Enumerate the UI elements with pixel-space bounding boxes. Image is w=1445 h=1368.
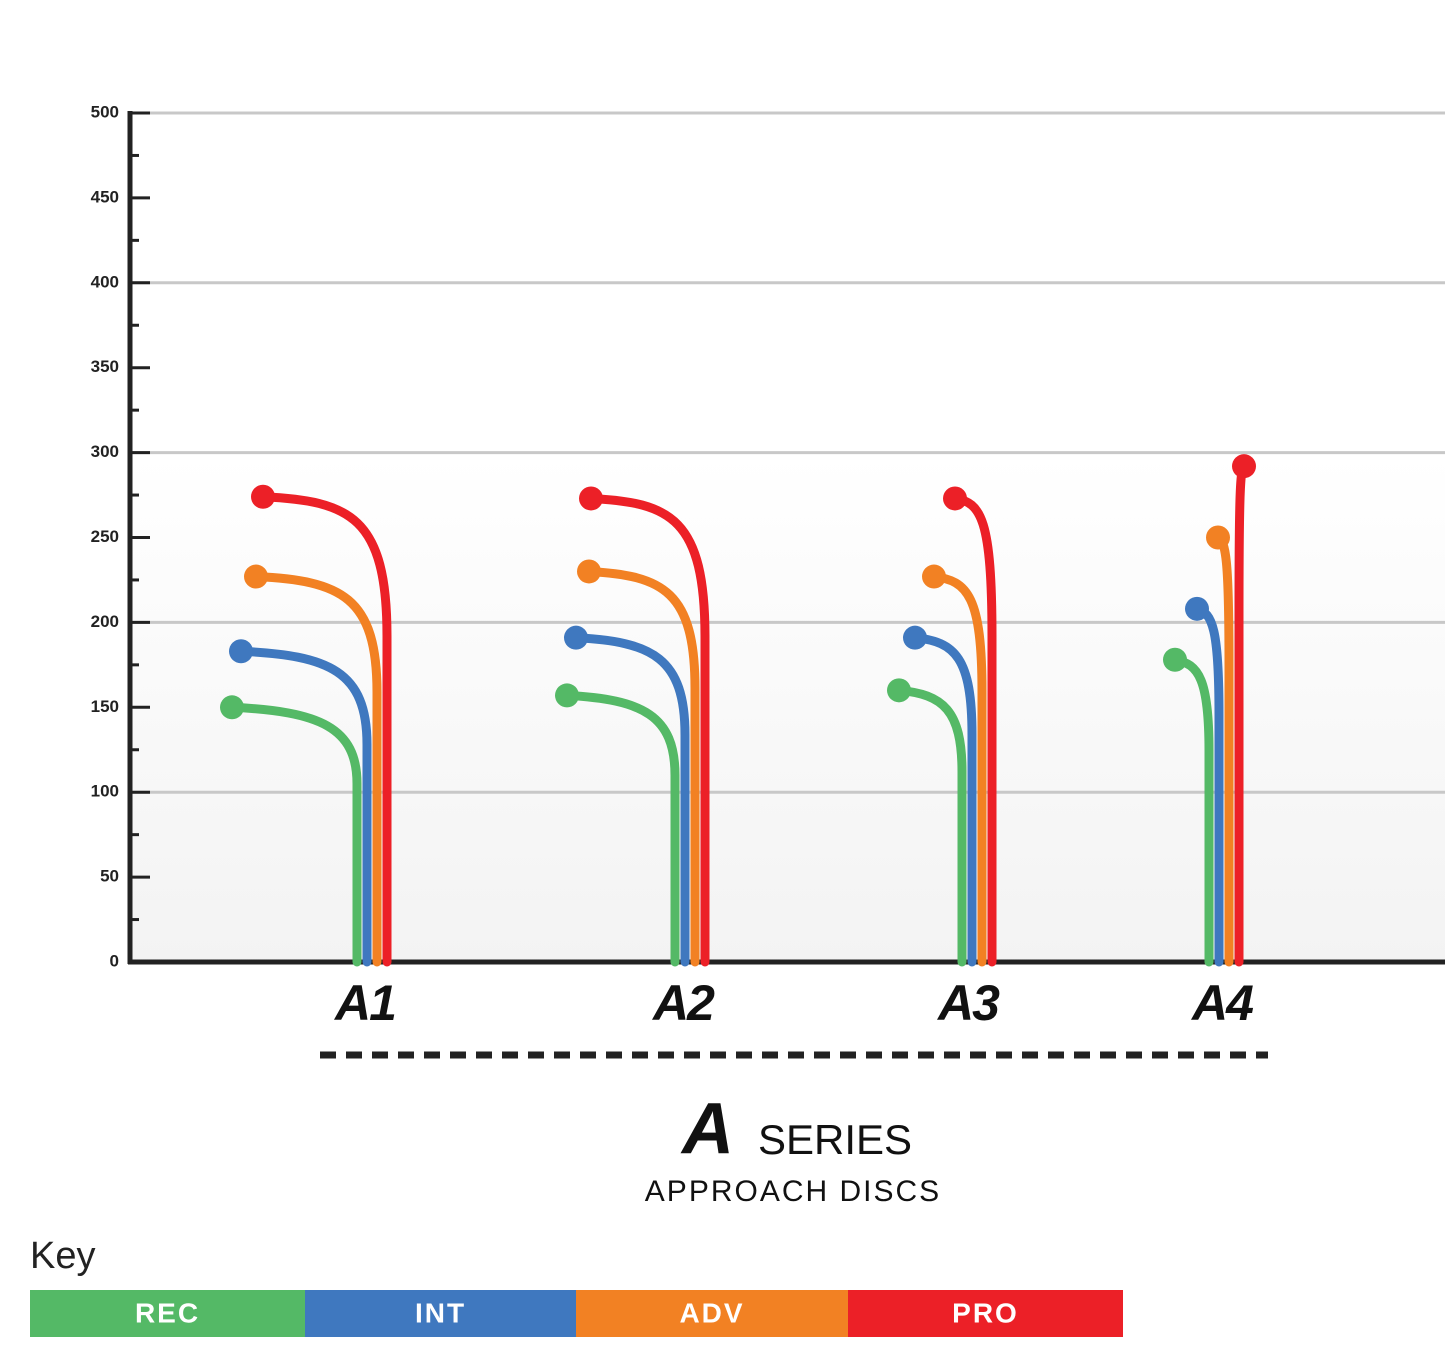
- end-point: [1206, 525, 1230, 550]
- plot-shade: [130, 454, 1445, 962]
- y-tick-label: 300: [91, 442, 119, 461]
- end-point: [579, 486, 603, 511]
- end-point: [251, 484, 275, 509]
- flight-path: [584, 566, 700, 967]
- end-point: [922, 564, 946, 589]
- logo-letter: A: [680, 1089, 734, 1169]
- flight-path: [910, 633, 977, 967]
- legend-label: INT: [415, 1297, 466, 1328]
- end-point: [903, 625, 927, 650]
- flight-path: [562, 690, 680, 967]
- end-point: [220, 695, 244, 720]
- flight-path: [1234, 461, 1249, 967]
- end-point: [244, 564, 268, 589]
- chart-subtitle: APPROACH DISCS: [645, 1175, 941, 1208]
- legend-swatch: [305, 1290, 576, 1337]
- y-tick-label: 150: [91, 697, 119, 716]
- legend-title: Key: [30, 1235, 95, 1277]
- flight-path: [586, 493, 710, 967]
- flight-path: [929, 572, 987, 967]
- end-point: [943, 486, 967, 511]
- end-point: [1185, 596, 1209, 621]
- legend-label: ADV: [679, 1297, 744, 1328]
- x-tick-label: A3: [936, 975, 1000, 1031]
- y-tick-label: 450: [91, 187, 119, 206]
- flight-path: [227, 702, 362, 967]
- end-point: [1232, 454, 1256, 479]
- end-point: [577, 559, 601, 584]
- y-tick-label: 500: [91, 102, 119, 121]
- x-tick-label: A1: [333, 975, 395, 1031]
- flight-path: [236, 646, 372, 967]
- legend-swatch: [576, 1290, 848, 1337]
- legend-label: REC: [135, 1297, 200, 1328]
- y-tick-label: 50: [100, 867, 119, 886]
- end-point: [564, 625, 588, 650]
- legend-label: PRO: [952, 1297, 1019, 1328]
- legend-swatch: [30, 1290, 305, 1337]
- chart-title: SERIES: [758, 1116, 912, 1163]
- plot: 0 50 100 150 200 250 300 350 400 450 500 A1 A2 A3 A4: [91, 102, 1445, 1031]
- end-point: [1163, 647, 1187, 672]
- y-tick-label: 0: [110, 951, 119, 970]
- y-tick-label: 100: [91, 782, 119, 801]
- end-point: [887, 678, 911, 703]
- y-tick-label: 200: [91, 612, 119, 631]
- flight-path: [251, 572, 382, 967]
- legend-swatch: [848, 1290, 1123, 1337]
- flight-path: [571, 633, 690, 967]
- end-point: [229, 639, 253, 664]
- end-point: [555, 683, 579, 708]
- x-tick-label: A2: [651, 975, 715, 1031]
- y-tick-label: 350: [91, 357, 119, 376]
- flight-path: [258, 492, 392, 967]
- y-tick-label: 250: [91, 527, 119, 546]
- x-tick-label: A4: [1190, 975, 1253, 1031]
- flight-path: [894, 685, 967, 967]
- y-tick-label: 400: [91, 272, 119, 291]
